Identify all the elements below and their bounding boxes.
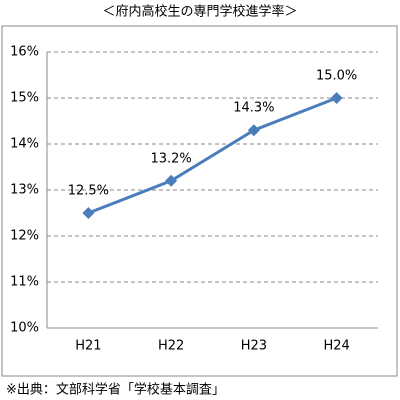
data-label: 12.5% [68,184,109,199]
x-tick-label: H22 [158,339,184,354]
chart-title: ＜府内高校生の専門学校進学率＞ [102,4,297,20]
data-label: 14.3% [233,101,274,116]
x-tick-label: H21 [75,339,101,354]
y-tick-label: 12% [10,229,39,244]
data-point [82,207,95,219]
x-tick-label: H24 [323,339,349,354]
data-label: 15.0% [316,69,357,84]
y-tick-label: 11% [10,275,39,290]
y-tick-label: 14% [10,137,39,152]
data-point [247,124,260,137]
y-tick-label: 13% [10,183,39,198]
x-tick-label: H23 [241,339,267,354]
y-tick-label: 16% [10,45,39,60]
source-note: ※出典：文部科学省「学校基本調査」 [6,382,225,398]
y-tick-label: 10% [10,321,39,336]
y-tick-label: 15% [10,91,39,106]
data-point [330,92,343,104]
data-line [87,96,338,215]
chart-frame [1,25,398,377]
data-point [165,174,178,187]
data-label: 13.2% [150,151,191,166]
